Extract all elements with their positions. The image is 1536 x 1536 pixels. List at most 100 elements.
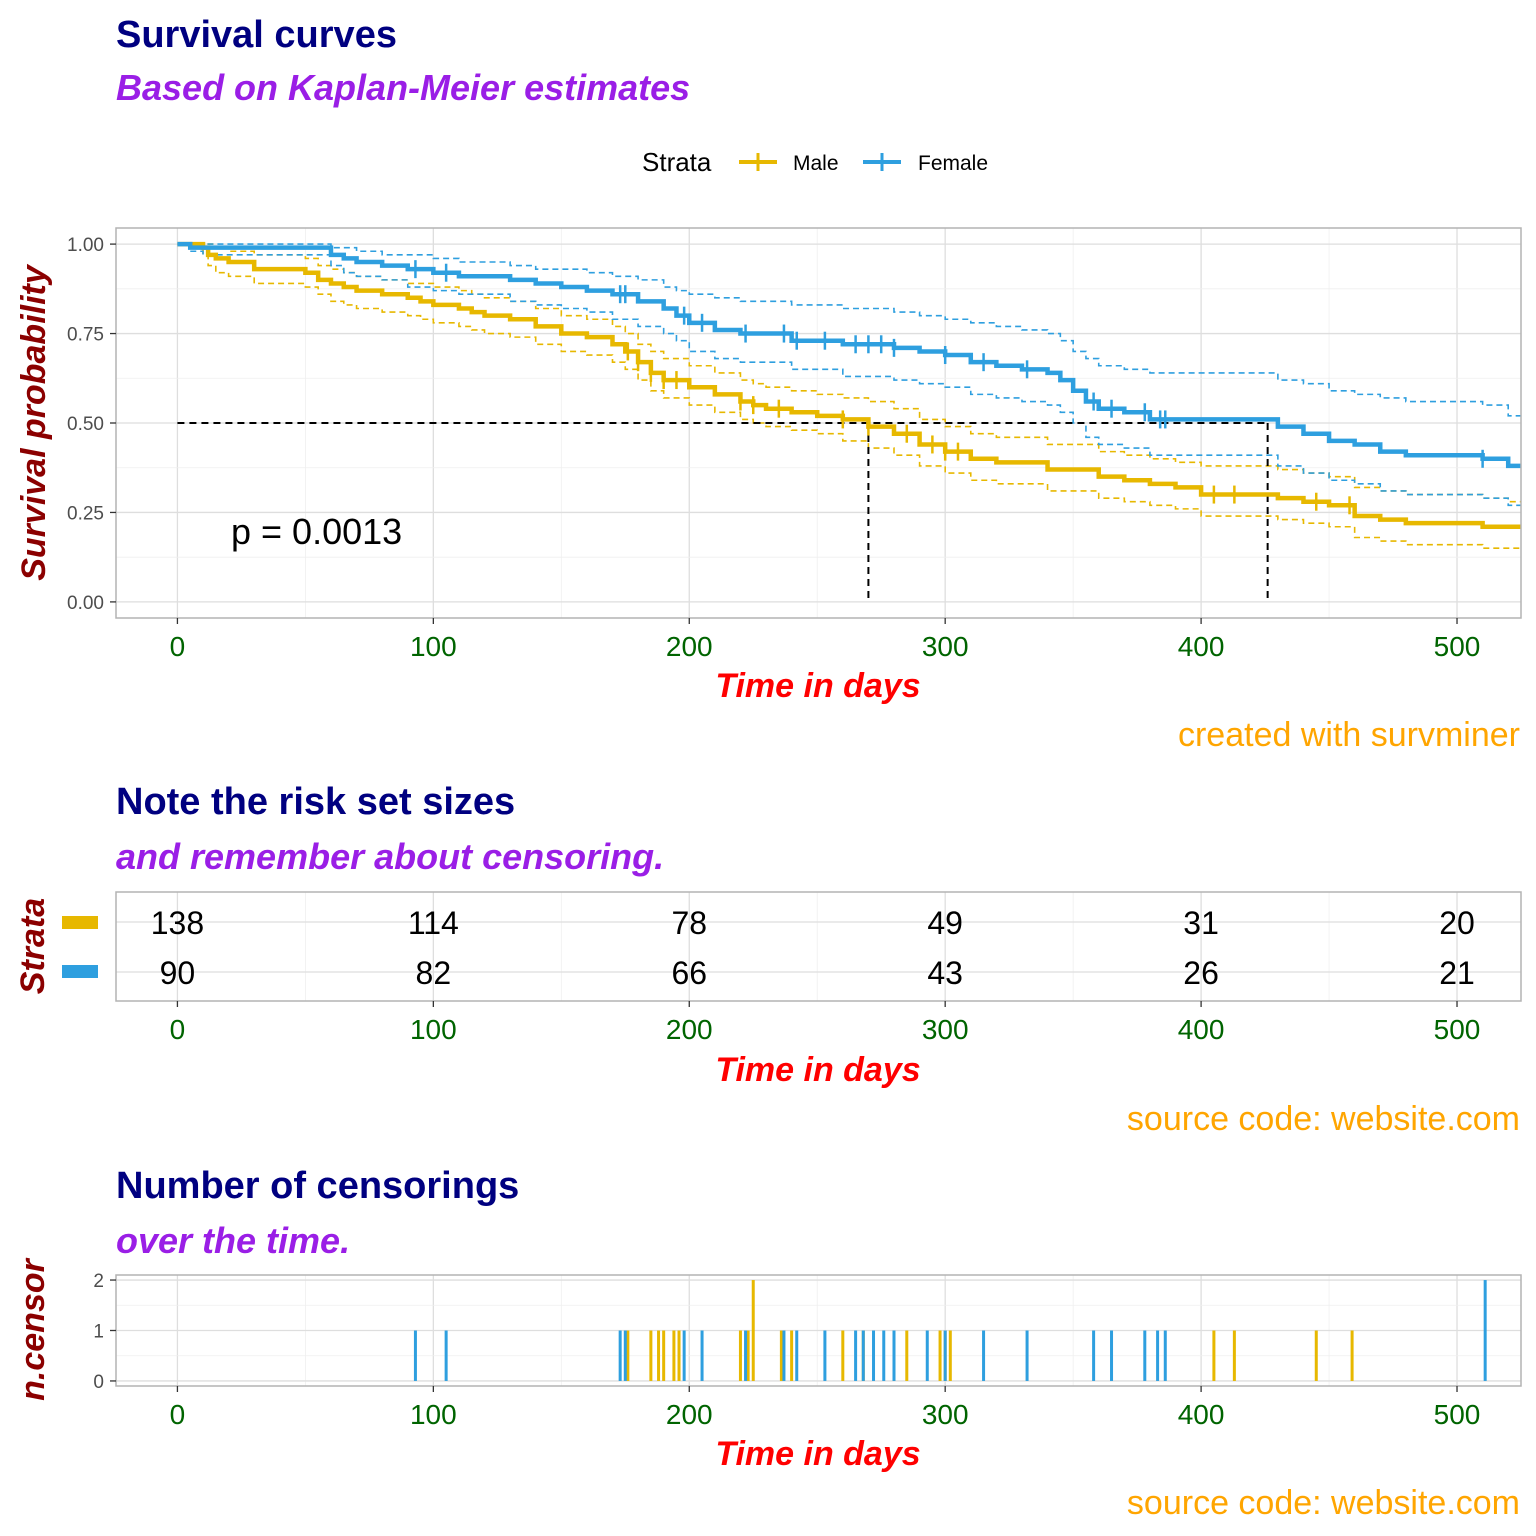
censor-x-tick-label: 300 [922, 1399, 969, 1430]
y-tick-label: 0.25 [67, 503, 104, 524]
censor-bar-female [1483, 1280, 1487, 1381]
censor-bar-male [751, 1280, 755, 1381]
censor-bar-female [882, 1330, 886, 1381]
y-tick-label: 0.50 [67, 414, 104, 435]
censor-x-tick-label: 400 [1178, 1399, 1225, 1430]
censor-bar-female [682, 1330, 686, 1381]
survival-y-title: Survival probability [15, 263, 53, 581]
censor-bar-male [948, 1330, 952, 1381]
x-tick-label: 100 [410, 631, 457, 662]
censor-bar-male [938, 1330, 942, 1381]
risk-cell-female: 43 [927, 955, 963, 991]
censor-bar-male [738, 1330, 742, 1381]
ci-lower-male [177, 243, 1521, 550]
risk-cell-male: 49 [927, 905, 963, 941]
p-value: p = 0.0013 [231, 511, 402, 552]
censor-x-tick-label: 200 [666, 1399, 713, 1430]
censor-bar-female [1092, 1330, 1096, 1381]
risk-x-ticks: 0 100 200 300 400 500 [170, 1001, 1480, 1045]
risk-cell-female: 90 [160, 955, 196, 991]
censor-bar-female [1163, 1330, 1167, 1381]
risk-grid [116, 892, 1521, 1001]
censor-bar-female [823, 1330, 827, 1381]
y-tick-label: 0.75 [67, 325, 104, 346]
censor-bar-female [925, 1330, 929, 1381]
censor-bar-male [746, 1330, 750, 1381]
censor-x-tick-label: 0 [170, 1399, 186, 1430]
risk-cell-female: 66 [671, 955, 707, 991]
censor-y-tick-label: 0 [93, 1372, 104, 1393]
risk-cell-male: 138 [151, 905, 204, 941]
censor-bar-male [905, 1330, 909, 1381]
censor-bar-female [444, 1330, 448, 1381]
censor-marks [414, 260, 1484, 515]
risk-cell-male: 20 [1439, 905, 1475, 941]
survival-y-ticks: 0.00 0.25 0.50 0.75 1.00 [67, 235, 116, 614]
censor-bar-female [1110, 1330, 1114, 1381]
risk-x-tick-label: 0 [170, 1014, 186, 1045]
censor-bar-male [1350, 1330, 1354, 1381]
censor-x-tick-label: 100 [410, 1399, 457, 1430]
ci-lower-female [177, 243, 1521, 507]
strata-key-male [62, 916, 98, 929]
risk-panel-border [115, 891, 1522, 1002]
censor-y-tick-label: 1 [93, 1322, 104, 1343]
censor-subtitle: over the time. [116, 1220, 350, 1261]
risk-x-tick-label: 100 [410, 1014, 457, 1045]
risk-cell-female: 21 [1439, 955, 1475, 991]
risk-cell-male: 78 [671, 905, 707, 941]
censor-bar-female [861, 1330, 865, 1381]
censor-bar-female [795, 1330, 799, 1381]
legend-label-male: Male [793, 152, 839, 175]
legend-key-male [739, 153, 777, 171]
survival-x-ticks: 0 100 200 300 400 500 [170, 618, 1481, 662]
x-tick-label: 300 [922, 631, 969, 662]
risk-subtitle: and remember about censoring. [116, 836, 664, 877]
x-tick-label: 0 [170, 631, 186, 662]
censor-bar-female [982, 1330, 986, 1381]
risk-x-tick-label: 200 [666, 1014, 713, 1045]
survival-legend: Strata Male Female [642, 147, 988, 177]
censor-bars [413, 1280, 1487, 1381]
risk-cell-female: 82 [416, 955, 452, 991]
censor-x-tick-label: 500 [1434, 1399, 1481, 1430]
y-tick-label: 0.00 [67, 593, 104, 614]
risk-x-tick-label: 400 [1178, 1014, 1225, 1045]
censor-x-ticks: 0 100 200 300 400 500 [170, 1386, 1481, 1430]
risk-x-title: Time in days [715, 1051, 920, 1089]
risk-cell-female: 26 [1183, 955, 1219, 991]
censor-y-tick-label: 2 [93, 1271, 104, 1292]
legend-key-female [863, 153, 901, 171]
censor-bar-male [626, 1330, 630, 1381]
risk-table-cells: 138 114 78 49 31 20 90 82 66 43 26 21 [151, 905, 1475, 991]
legend-title: Strata [642, 147, 712, 177]
risk-cell-male: 31 [1183, 905, 1219, 941]
survival-x-title: Time in days [715, 667, 920, 705]
censor-bar-female [943, 1330, 947, 1381]
risk-x-tick-label: 300 [922, 1014, 969, 1045]
censor-bar-female [892, 1330, 896, 1381]
censor-bar-female [618, 1330, 622, 1381]
ci-upper-male [177, 243, 1521, 503]
censor-bar-female [1025, 1330, 1029, 1381]
censor-bar-male [1314, 1330, 1318, 1381]
strata-key-female [62, 965, 98, 978]
censor-bar-male [657, 1330, 661, 1381]
legend-label-female: Female [918, 152, 988, 175]
risk-title: Note the risk set sizes [116, 781, 515, 823]
y-tick-label: 1.00 [67, 235, 104, 256]
survival-title: Survival curves [116, 14, 397, 56]
survival-line-female [177, 241, 1521, 469]
x-tick-label: 500 [1434, 631, 1481, 662]
censor-bar-female [1143, 1330, 1147, 1381]
censor-bar-female [782, 1330, 786, 1381]
risk-caption: source code: website.com [1127, 1100, 1520, 1138]
censor-title: Number of censorings [116, 1165, 519, 1207]
censor-bar-male [1212, 1330, 1216, 1381]
censor-y-title: n.censor [14, 1257, 52, 1400]
survival-caption: created with survminer [1178, 716, 1520, 754]
censor-bar-female [854, 1330, 858, 1381]
survival-subtitle: Based on Kaplan-Meier estimates [116, 67, 690, 108]
censor-bar-male [841, 1330, 845, 1381]
